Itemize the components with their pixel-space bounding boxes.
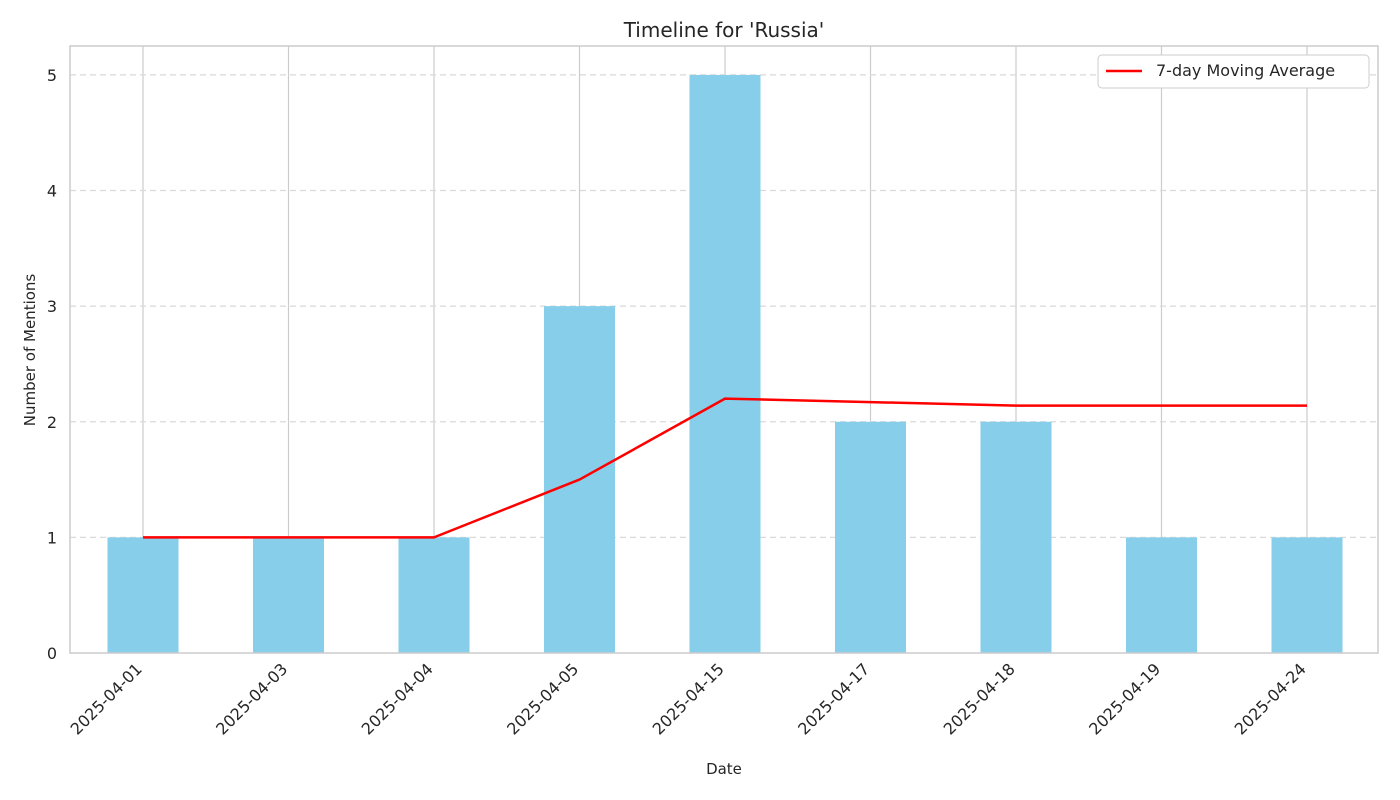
y-axis-label: Number of Mentions	[21, 274, 39, 427]
y-tick-label: 0	[47, 644, 57, 663]
x-axis-label: Date	[706, 760, 742, 778]
chart-title: Timeline for 'Russia'	[623, 18, 825, 42]
bar	[107, 537, 179, 653]
x-tick-label: 2025-04-15	[649, 659, 728, 738]
y-tick-label: 4	[47, 182, 57, 201]
x-tick-label: 2025-04-17	[794, 659, 873, 738]
legend-label: 7-day Moving Average	[1156, 61, 1335, 80]
legend-box	[1097, 54, 1370, 89]
x-tick-label: 2025-04-05	[503, 659, 582, 738]
y-tick-label: 1	[47, 528, 57, 547]
x-tick-label: 2025-04-19	[1085, 659, 1164, 738]
bar	[1126, 537, 1197, 653]
plot-frame	[69, 45, 1379, 654]
moving-average-layer	[143, 397, 1307, 539]
x-tick-label: 2025-04-01	[67, 659, 146, 738]
y-tick-label: 3	[47, 297, 57, 316]
x-axis-ticks: 2025-04-01 2025-04-03 2025-04-04 2025-04-05…	[67, 659, 1310, 738]
x-tick-label: 2025-04-04	[358, 659, 437, 738]
y-tick-label: 5	[47, 66, 57, 85]
x-tick-label: 2025-04-24	[1231, 659, 1310, 738]
y-axis-ticks: 0 1 2 3 4 5	[47, 66, 57, 663]
bar	[253, 537, 324, 653]
bar	[398, 537, 470, 653]
legend: 7-day Moving Average	[1097, 54, 1370, 89]
bar	[980, 421, 1052, 653]
bar	[689, 74, 761, 653]
bars-layer	[107, 74, 1343, 653]
bar	[835, 421, 906, 653]
x-tick-label: 2025-04-18	[940, 659, 1019, 738]
y-tick-label: 2	[47, 413, 57, 432]
bar	[1271, 537, 1343, 653]
x-tick-label: 2025-04-03	[212, 659, 291, 738]
moving-average-line	[143, 397, 1307, 539]
